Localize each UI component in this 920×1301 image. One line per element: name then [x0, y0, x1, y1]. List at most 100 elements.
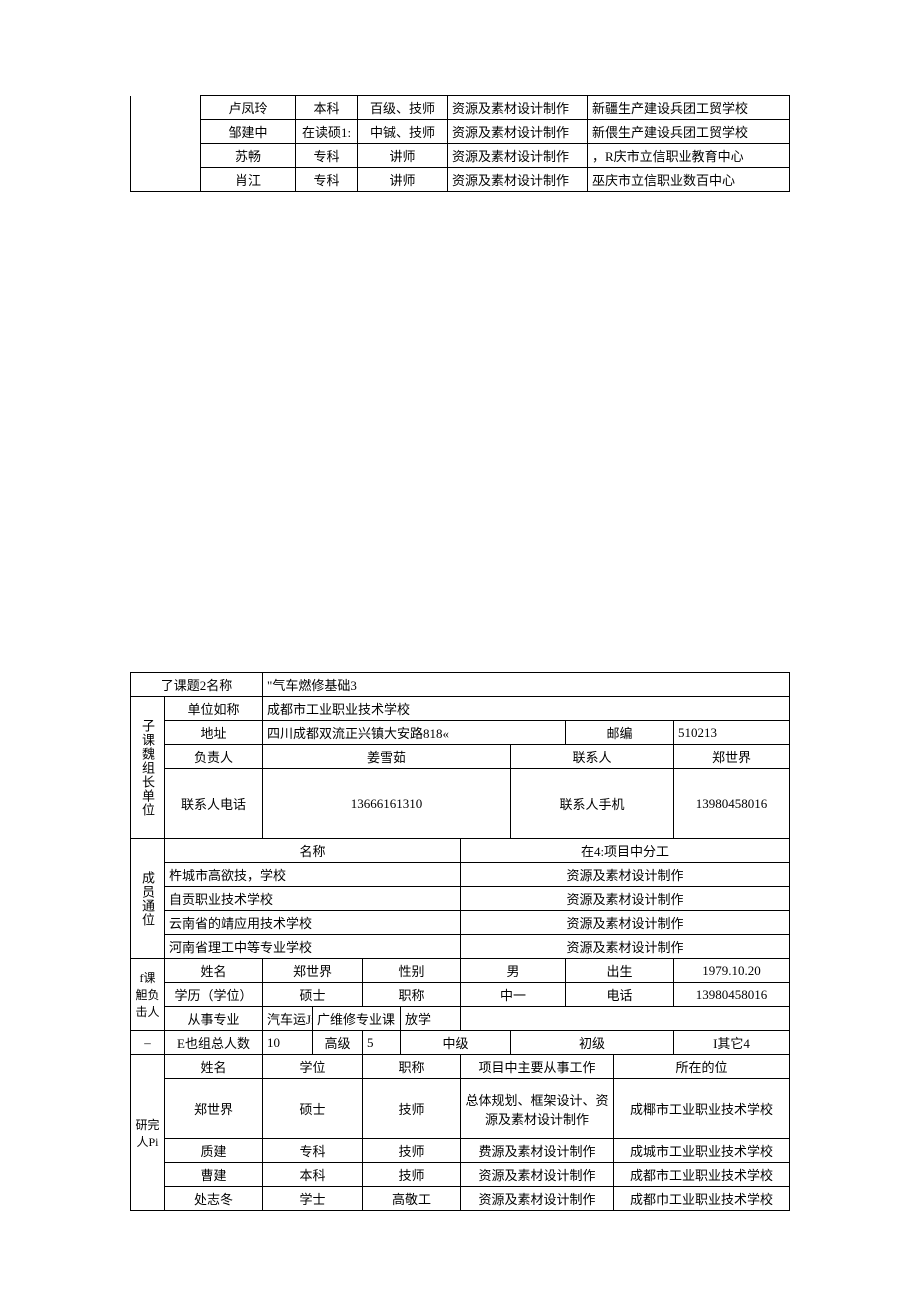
r-degree: 硕士 [263, 1079, 363, 1139]
senior-value: 5 [363, 1031, 401, 1055]
r-name: 郑世界 [165, 1079, 263, 1139]
r-hdr-title: 职称 [363, 1055, 461, 1079]
side-label-2: 成员通位 [131, 839, 165, 959]
r-degree: 本科 [263, 1163, 363, 1187]
p-birth-value: 1979.10.20 [674, 959, 790, 983]
name-hdr: 名称 [165, 839, 461, 863]
r-unit: 成都市工业职业技术学校 [614, 1163, 790, 1187]
researcher-row: 曹建 本科 技师 资源及素材设计制作 成都市工业职业技术学校 [131, 1163, 790, 1187]
spacer [131, 120, 201, 144]
cell-title: 讲师 [358, 168, 448, 192]
cell-name: 卢凤玲 [201, 96, 296, 120]
topic-label: 了课题2名称 [131, 673, 263, 697]
r-work: 总体规划、框架设计、资源及素材设计制作 [461, 1079, 614, 1139]
p-sex-value: 男 [461, 959, 566, 983]
spacer [131, 96, 201, 120]
r-name: 质建 [165, 1139, 263, 1163]
r-degree: 学士 [263, 1187, 363, 1211]
cell-edu: 在读硕1: [296, 120, 358, 144]
r-unit: 成城市工业职业技术学校 [614, 1139, 790, 1163]
r-title: 技师 [363, 1079, 461, 1139]
p-sex-label: 性别 [363, 959, 461, 983]
cell-role: 资源及素材设计制作 [448, 96, 588, 120]
r-work: 资源及素材设计制作 [461, 1187, 614, 1211]
addr-row: 地址 四川成都双流正兴镇大安路818« 邮编 510213 [131, 721, 790, 745]
contact-value: 郑世界 [674, 745, 790, 769]
cell-role: 资源及素材设计制作 [448, 120, 588, 144]
p-edu-label: 学历（学位） [165, 983, 263, 1007]
cell-title: 讲师 [358, 144, 448, 168]
cell-title: 中铖、技师 [358, 120, 448, 144]
r-name: 曹建 [165, 1163, 263, 1187]
r-unit: 成椰市工业职业技术学校 [614, 1079, 790, 1139]
side-label-1: 子课魏组长单位 [131, 697, 165, 839]
r-hdr-name: 姓名 [165, 1055, 263, 1079]
senior-label: 高级 [313, 1031, 363, 1055]
r-hdr-work: 项目中主要从事工作 [461, 1055, 614, 1079]
leader-row: 负责人 姜雪茹 联系人 郑世界 [131, 745, 790, 769]
member-row: 自贡职业技术学校 资源及素材设计制作 [131, 887, 790, 911]
member-role: 资源及素材设计制作 [461, 863, 790, 887]
r-hdr-unit: 所在的位 [614, 1055, 790, 1079]
cell-unit: 巫庆市立信职业数百中心 [588, 168, 790, 192]
cell-name: 苏畅 [201, 144, 296, 168]
p-birth-label: 出生 [566, 959, 674, 983]
p-major-label: 从事专业 [165, 1007, 263, 1031]
junior-label: 初级 [511, 1031, 674, 1055]
contact-label: 联系人 [511, 745, 674, 769]
p-phone-value: 13980458016 [674, 983, 790, 1007]
p-title-value: 中一 [461, 983, 566, 1007]
table-row: 邹建中 在读硕1: 中铖、技师 资源及素材设计制作 新偎生产建设兵团工贸学校 [131, 120, 790, 144]
staff-table-1: 卢凤玲 本科 百级、技师 资源及素材设计制作 新疆生产建设兵团工贸学校 邹建中 … [130, 95, 790, 192]
table-row: 肖江 专科 讲师 资源及素材设计制作 巫庆市立信职业数百中心 [131, 168, 790, 192]
cell-unit: ，R庆市立信职业教育中心 [588, 144, 790, 168]
tel-label: 联系人电话 [165, 769, 263, 839]
mid-label: 中级 [401, 1031, 511, 1055]
topic-value: "气车燃修基础3 [263, 673, 790, 697]
cell-role: 资源及素材设计制作 [448, 168, 588, 192]
count-value: 10 [263, 1031, 313, 1055]
role-hdr: 在4:项目中分工 [461, 839, 790, 863]
side-label-4: 研完人Pi [131, 1055, 165, 1211]
table-row: 苏畅 专科 讲师 资源及素材设计制作 ，R庆市立信职业教育中心 [131, 144, 790, 168]
r-degree: 专科 [263, 1139, 363, 1163]
researcher-row: 质建 专科 技师 费源及素材设计制作 成城市工业职业技术学校 [131, 1139, 790, 1163]
cell-edu: 专科 [296, 168, 358, 192]
p-major-v2: 广维修专业课 [313, 1007, 401, 1031]
member-row: 云南省的靖应用技术学校 资源及素材设计制作 [131, 911, 790, 935]
blank [461, 1007, 790, 1031]
cell-title: 百级、技师 [358, 96, 448, 120]
member-row: 河南省理工中等专业学校 资源及素材设计制作 [131, 935, 790, 959]
zip-value: 510213 [674, 721, 790, 745]
leader-label: 负责人 [165, 745, 263, 769]
tel-row: 联系人电话 13666161310 联系人手机 13980458016 [131, 769, 790, 839]
r-unit: 成都巾工业职业技术学校 [614, 1187, 790, 1211]
r-name: 处志冬 [165, 1187, 263, 1211]
person-row-2: 学历（学位） 硕士 职称 中一 电话 13980458016 [131, 983, 790, 1007]
p-edu-value: 硕士 [263, 983, 363, 1007]
p-title-label: 职称 [363, 983, 461, 1007]
mobile-label: 联系人手机 [511, 769, 674, 839]
r-work: 资源及素材设计制作 [461, 1163, 614, 1187]
r-title: 技师 [363, 1139, 461, 1163]
zip-label: 邮编 [566, 721, 674, 745]
researcher-row: 郑世界 硕士 技师 总体规划、框架设计、资源及素材设计制作 成椰市工业职业技术学… [131, 1079, 790, 1139]
spacer [131, 144, 201, 168]
count-label: E也组总人数 [165, 1031, 263, 1055]
member-header: 成员通位 名称 在4:项目中分工 [131, 839, 790, 863]
cell-role: 资源及素材设计制作 [448, 144, 588, 168]
addr-label: 地址 [165, 721, 263, 745]
p-name-label: 姓名 [165, 959, 263, 983]
researcher-header: 研完人Pi 姓名 学位 职称 项目中主要从事工作 所在的位 [131, 1055, 790, 1079]
count-row: – E也组总人数 10 高级 5 中级 初级 I其它4 [131, 1031, 790, 1055]
mobile-value: 13980458016 [674, 769, 790, 839]
page-gap [130, 192, 790, 672]
p-major-v3: 放学 [401, 1007, 461, 1031]
p-name-value: 郑世界 [263, 959, 363, 983]
member-role: 资源及素材设计制作 [461, 887, 790, 911]
side-label-3: f课觛负击人 [131, 959, 165, 1031]
r-title: 技师 [363, 1163, 461, 1187]
spacer [131, 168, 201, 192]
r-title: 高敬工 [363, 1187, 461, 1211]
dash: – [131, 1031, 165, 1055]
